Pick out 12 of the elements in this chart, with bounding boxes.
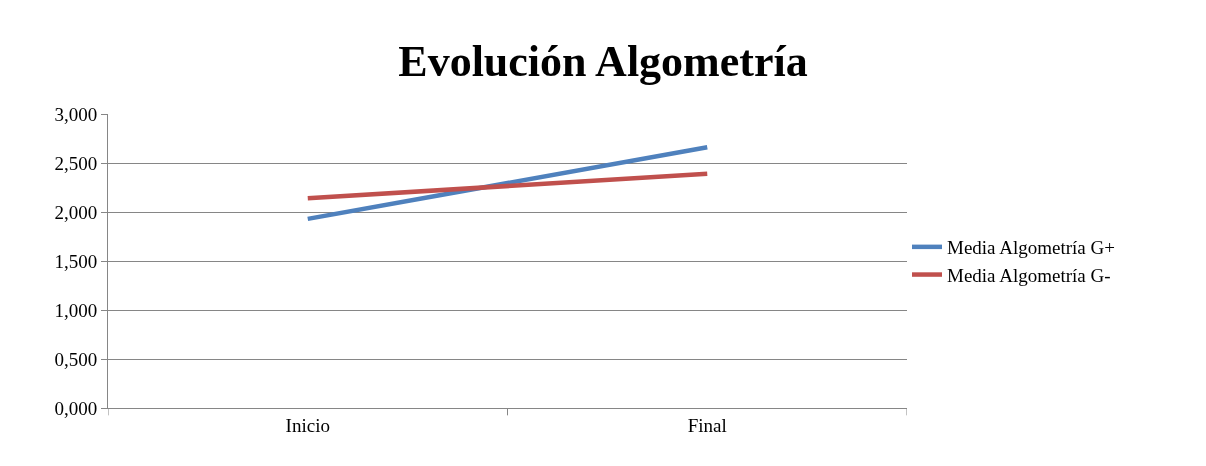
y-tick-label: 2,000 — [54, 201, 98, 223]
y-tick-label: 2,500 — [54, 152, 98, 174]
y-tick-label: 1,000 — [54, 299, 98, 321]
legend-label: Media Algometría G+ — [947, 237, 1115, 259]
y-tick-label: 3,000 — [54, 103, 98, 125]
legend-label: Media Algometría G- — [947, 264, 1111, 286]
y-tick-label: 0,500 — [54, 348, 98, 370]
chart-title: Evolución Algometría — [398, 36, 808, 86]
x-tick-label: Final — [687, 414, 727, 436]
y-tick-label: 1,500 — [54, 250, 98, 272]
y-tick-label: 0,000 — [54, 397, 98, 419]
x-tick-label: Inicio — [285, 414, 330, 436]
